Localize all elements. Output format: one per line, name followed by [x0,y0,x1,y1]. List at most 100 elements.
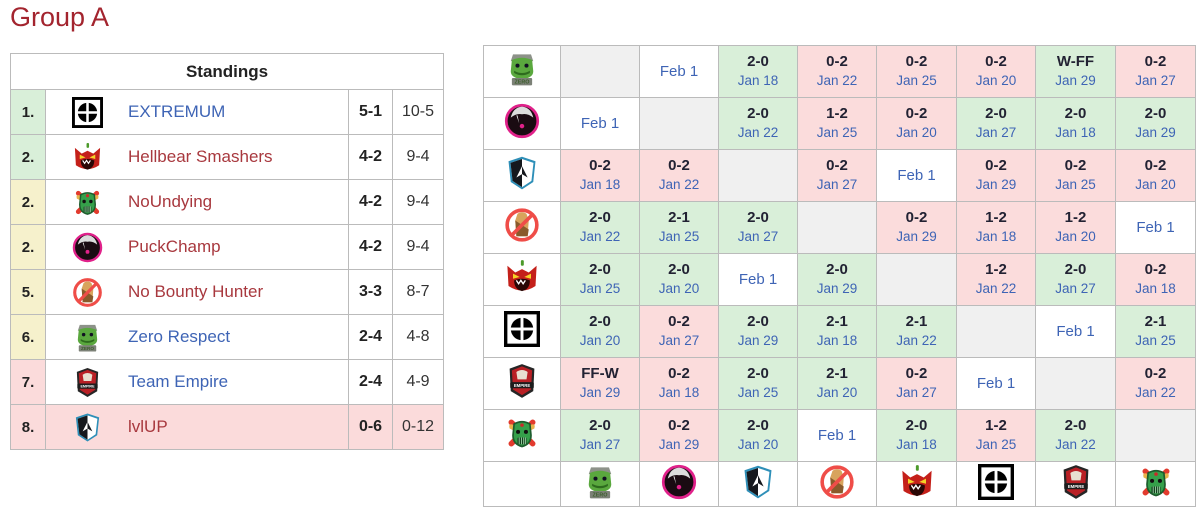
match-date-link[interactable]: Jan 25 [579,280,621,296]
match-date-link[interactable]: Jan 20 [816,384,858,400]
match-date-link[interactable]: Jan 27 [896,384,937,400]
match-date-link[interactable]: Jan 27 [658,332,700,348]
match-date-link[interactable]: Jan 20 [737,436,779,452]
match-date-link[interactable]: Jan 22 [737,124,779,140]
match-date-link[interactable]: Jan 18 [1055,124,1096,140]
match-date-link[interactable]: Jan 18 [658,384,700,400]
upcoming-date-link[interactable]: Feb 1 [580,114,620,132]
team-empire-logo-icon[interactable]: EMPIRE [72,367,103,398]
match-date-link[interactable]: Jan 27 [1135,72,1176,88]
match-date-link[interactable]: Jan 18 [579,176,621,192]
match-date-link[interactable]: Jan 20 [896,124,937,140]
noundying-logo-icon[interactable] [72,187,103,218]
upcoming-date-link[interactable]: Feb 1 [897,166,936,184]
match-date-link[interactable]: Jan 25 [896,72,937,88]
upcoming-date-link[interactable]: Feb 1 [659,62,699,80]
match-date-link[interactable]: Jan 29 [1135,124,1176,140]
puckchamp-logo-icon[interactable] [504,103,540,139]
extremum-logo-icon[interactable] [978,463,1014,500]
extremum-logo-icon[interactable] [71,96,103,128]
rank-cell: 1. [10,89,46,135]
crosstable-team-icon-cell [483,201,561,254]
match-date-link[interactable]: Jan 25 [816,124,858,140]
hellbear-smashers-logo-icon[interactable] [72,142,103,173]
match-date-link[interactable]: Jan 25 [1135,332,1176,348]
match-date-link[interactable]: Jan 20 [1135,176,1176,192]
match-date-link[interactable]: Jan 27 [816,176,858,192]
zero-respect-logo-icon[interactable]: ZERO [582,464,618,500]
match-result-cell: 0-2 Jan 22 [639,149,719,202]
match-date-link[interactable]: Jan 25 [737,384,779,400]
match-date-link[interactable]: Jan 29 [658,436,700,452]
team-name-link[interactable]: NoUndying [128,192,213,211]
standings-header-row: Standings [9,53,445,90]
puckchamp-logo-icon[interactable] [72,232,103,263]
extremum-logo-icon[interactable] [504,311,540,347]
no-bounty-hunter-logo-icon[interactable] [72,277,103,308]
upcoming-date-link[interactable]: Feb 1 [738,270,778,288]
upcoming-date-link[interactable]: Feb 1 [1136,218,1175,236]
team-name-link[interactable]: Hellbear Smashers [128,147,273,166]
match-date-link[interactable]: Jan 29 [975,176,1017,192]
match-date-link[interactable]: Jan 20 [1055,228,1096,244]
lvlup-logo-icon[interactable] [504,155,540,191]
hellbear-smashers-logo-icon[interactable] [899,464,935,500]
upcoming-date-link[interactable]: Feb 1 [976,374,1016,392]
no-bounty-hunter-logo-icon[interactable] [819,464,855,500]
match-date-link[interactable]: Jan 22 [1055,436,1096,452]
zero-respect-logo-icon[interactable]: ZERO [72,322,103,353]
no-bounty-hunter-logo-icon[interactable] [504,207,540,243]
upcoming-date-link[interactable]: Feb 1 [817,426,857,444]
team-name-link[interactable]: PuckChamp [128,237,221,256]
team-name-link[interactable]: Team Empire [128,372,229,391]
hellbear-smashers-logo-icon[interactable] [504,259,540,295]
noundying-logo-icon[interactable] [1138,464,1174,500]
match-date-link[interactable]: Jan 29 [816,280,858,296]
crosstable-team-icon-cell [483,97,561,150]
match-date-link[interactable]: Jan 29 [579,384,621,400]
match-date-link[interactable]: Jan 27 [1055,280,1096,296]
puckchamp-logo-icon[interactable] [661,464,697,500]
match-date-link[interactable]: Jan 29 [1055,72,1096,88]
match-date-link[interactable]: Jan 18 [737,72,779,88]
lvlup-logo-icon[interactable] [740,464,776,500]
upcoming-date-link[interactable]: Feb 1 [1056,322,1095,340]
zero-respect-logo-icon[interactable]: ZERO [504,51,540,87]
match-date-link[interactable]: Jan 20 [579,332,621,348]
match-date-link[interactable]: Jan 29 [896,228,937,244]
game-score: 0-12 [391,404,445,450]
team-empire-logo-icon[interactable]: EMPIRE [504,363,540,399]
team-name-link[interactable]: Zero Respect [128,327,231,346]
team-name-link[interactable]: lvlUP [128,417,168,436]
match-date-link[interactable]: Jan 27 [579,436,621,452]
match-date-link[interactable]: Jan 20 [658,280,700,296]
match-result-cell: 2-0 Jan 27 [1035,253,1116,306]
match-result-cell: 0-2 Jan 29 [876,201,957,254]
match-date-link[interactable]: Jan 22 [579,228,621,244]
match-date-link[interactable]: Jan 18 [896,436,937,452]
match-date-link[interactable]: Jan 22 [975,280,1017,296]
match-date-link[interactable]: Jan 27 [975,124,1017,140]
match-result-cell: 2-0 Jan 29 [1115,97,1196,150]
team-name-link[interactable]: EXTREMUM [128,102,226,121]
game-score: 4-9 [391,359,445,405]
match-date-link[interactable]: Jan 29 [737,332,779,348]
match-date-link[interactable]: Jan 20 [975,72,1017,88]
match-date-link[interactable]: Jan 22 [1135,384,1176,400]
match-date-link[interactable]: Jan 27 [737,228,779,244]
match-date-link[interactable]: Jan 18 [975,228,1017,244]
team-name-link[interactable]: No Bounty Hunter [128,282,264,301]
match-date-link[interactable]: Jan 22 [816,72,858,88]
team-empire-logo-icon[interactable]: EMPIRE [1058,464,1094,500]
match-date-link[interactable]: Jan 22 [658,176,700,192]
noundying-logo-icon[interactable] [504,415,540,451]
match-date-link[interactable]: Jan 18 [816,332,858,348]
match-result-cell: 0-2 Jan 27 [639,305,719,358]
match-date-link[interactable]: Jan 22 [896,332,937,348]
match-date-link[interactable]: Jan 25 [1055,176,1096,192]
match-date-link[interactable]: Jan 25 [658,228,700,244]
lvlup-logo-icon[interactable] [72,412,103,443]
legend-team-icon-cell [1115,461,1196,507]
match-date-link[interactable]: Jan 25 [975,436,1017,452]
match-date-link[interactable]: Jan 18 [1135,280,1176,296]
